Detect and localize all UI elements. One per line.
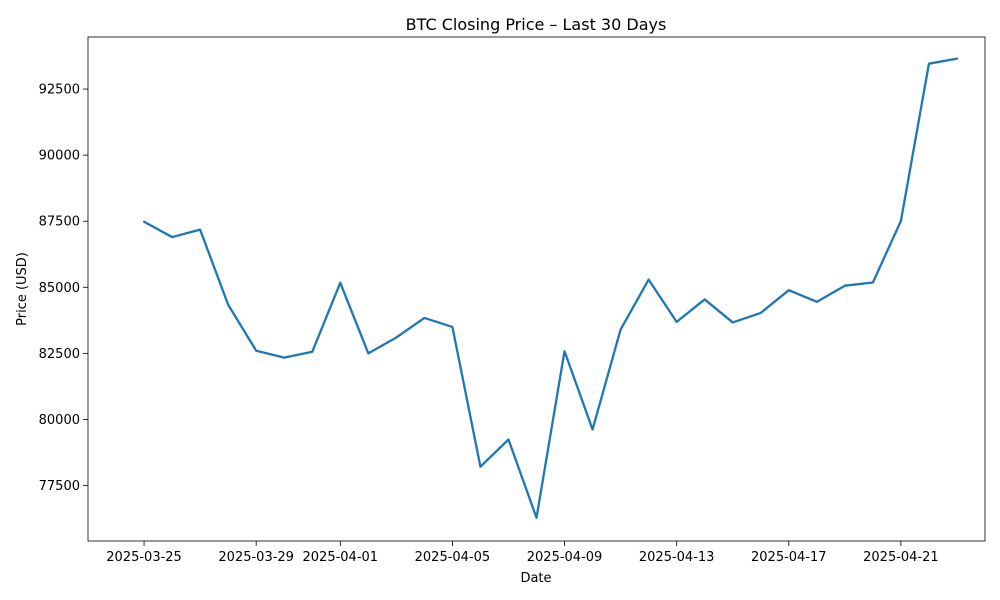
y-tick-label: 92500 (39, 83, 80, 98)
plot-area-frame (87, 36, 986, 542)
x-tick-label: 2025-04-09 (527, 550, 603, 565)
y-tick-label: 90000 (39, 149, 80, 164)
x-tick-label: 2025-03-25 (106, 550, 182, 565)
x-axis: 2025-03-25 2025-03-29 2025-04-01 2025-04-05… (106, 541, 939, 565)
x-tick-label: 2025-04-05 (415, 550, 491, 565)
x-axis-label: Date (520, 571, 551, 586)
y-axis: 77500 80000 82500 85000 87500 90000 92500 (39, 83, 88, 494)
chart-title: BTC Closing Price – Last 30 Days (406, 15, 667, 34)
x-tick-label: 2025-04-17 (751, 550, 827, 565)
x-tick-label: 2025-04-01 (303, 550, 379, 565)
y-tick-label: 85000 (39, 281, 80, 296)
x-tick-label: 2025-04-13 (639, 550, 715, 565)
y-tick-label: 77500 (39, 479, 80, 494)
y-tick-label: 82500 (39, 347, 80, 362)
series-line-btc-closing-price (142, 57, 959, 519)
x-tick-label: 2025-04-21 (863, 550, 939, 565)
series-points (144, 58, 957, 518)
y-tick-label: 80000 (39, 413, 80, 428)
y-axis-label: Price (USD) (15, 252, 30, 326)
x-tick-label: 2025-03-29 (218, 550, 294, 565)
y-tick-label: 87500 (39, 215, 80, 230)
